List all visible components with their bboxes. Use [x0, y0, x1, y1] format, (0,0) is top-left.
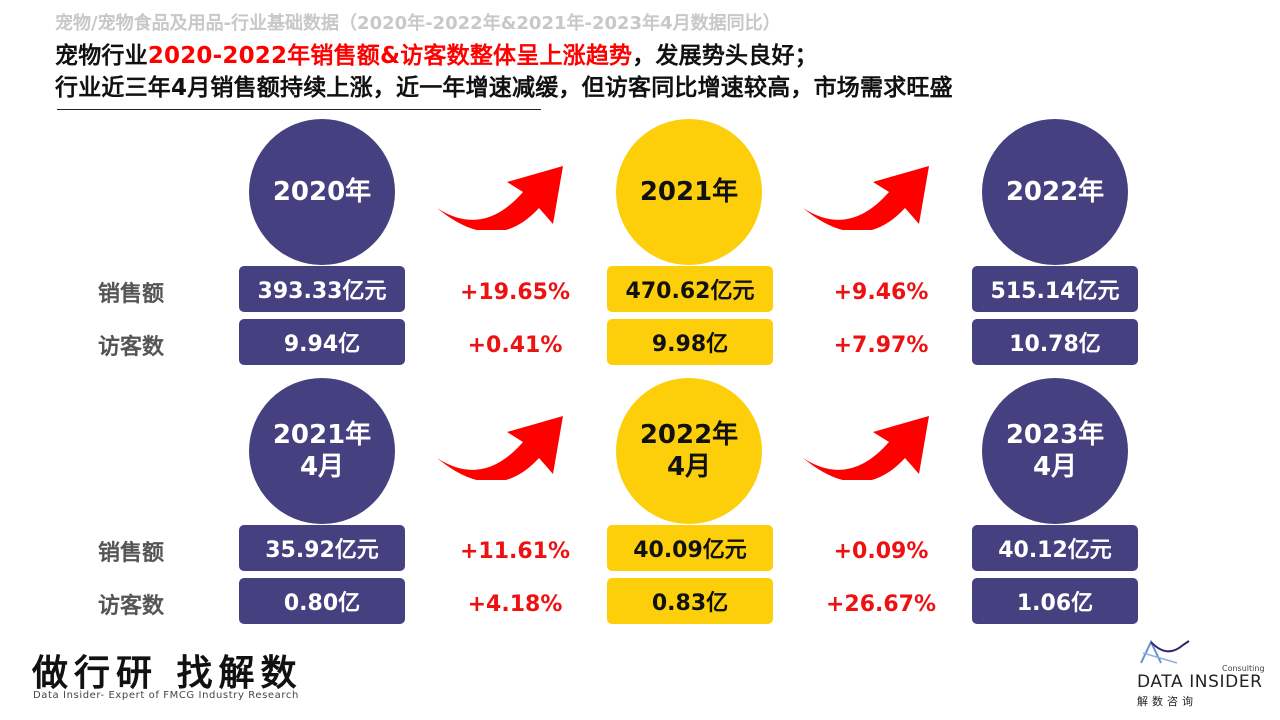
sales-value-2020: 393.33亿元: [239, 266, 405, 312]
growth-visitors-2022: +7.97%: [833, 333, 929, 358]
visitors-value-2022: 10.78亿: [972, 319, 1138, 365]
logo-name: DATA INSIDER: [1137, 672, 1263, 692]
sales-value-2023-april: 40.12亿元: [972, 525, 1138, 571]
period-circle-2021-april: 2021年 4月: [249, 378, 395, 524]
footer-slogan: 做行研 找解数: [32, 653, 303, 694]
sales-value-2021-april: 35.92亿元: [239, 525, 405, 571]
logo-chinese-name: 解数咨询: [1137, 695, 1197, 708]
growth-visitors-2023-april: +26.67%: [825, 592, 937, 617]
growth-visitors-2021: +0.41%: [467, 333, 563, 358]
visitors-value-2020: 9.94亿: [239, 319, 405, 365]
visitors-value-2022-april: 0.83亿: [607, 578, 773, 624]
growth-sales-2022: +9.46%: [833, 280, 929, 305]
growth-visitors-2022-april: +4.18%: [467, 592, 563, 617]
growth-sales-2023-april: +0.09%: [833, 539, 929, 564]
row-label-sales: 销售额: [98, 541, 165, 566]
period-circle-2021: 2021年: [616, 119, 762, 265]
period-circle-2022: 2022年: [982, 119, 1128, 265]
row-label-visitors: 访客数: [98, 594, 165, 619]
header-divider: [57, 109, 541, 110]
curved-up-right-arrow-icon: [437, 166, 563, 230]
headline-suffix: ，发展势头良好；: [632, 43, 818, 69]
sales-value-2022: 515.14亿元: [972, 266, 1138, 312]
visitors-value-2021-april: 0.80亿: [239, 578, 405, 624]
triangle-wave-logo-icon: [1140, 639, 1190, 664]
footer-slogan-english: Data Insider- Expert of FMCG Industry Re…: [33, 690, 299, 701]
curved-up-right-arrow-icon: [803, 416, 929, 480]
headline-line-2: 行业近三年4月销售额持续上涨，近一年增速减缓，但访客同比增速较高，市场需求旺盛: [55, 75, 953, 101]
visitors-value-2023-april: 1.06亿: [972, 578, 1138, 624]
period-circle-2022-april: 2022年 4月: [616, 378, 762, 524]
logo-consulting-text: Consulting: [1222, 664, 1265, 673]
headline-highlight: 2020-2022年销售额&访客数整体呈上涨趋势: [147, 43, 633, 69]
growth-sales-2021: +19.65%: [459, 280, 571, 305]
row-label-visitors: 访客数: [98, 335, 165, 360]
page-subtitle: 宠物/宠物食品及用品-行业基础数据（2020年-2022年&2021年-2023…: [55, 13, 781, 34]
headline-line-1: 宠物行业2020-2022年销售额&访客数整体呈上涨趋势，发展势头良好；: [55, 36, 818, 70]
sales-value-2022-april: 40.09亿元: [607, 525, 773, 571]
curved-up-right-arrow-icon: [437, 416, 563, 480]
row-label-sales: 销售额: [98, 282, 165, 307]
curved-up-right-arrow-icon: [803, 166, 929, 230]
growth-sales-2022-april: +11.61%: [459, 539, 571, 564]
visitors-value-2021: 9.98亿: [607, 319, 773, 365]
period-circle-2023-april: 2023年 4月: [982, 378, 1128, 524]
sales-value-2021: 470.62亿元: [607, 266, 773, 312]
period-circle-2020: 2020年: [249, 119, 395, 265]
headline-prefix: 宠物行业: [55, 43, 148, 69]
